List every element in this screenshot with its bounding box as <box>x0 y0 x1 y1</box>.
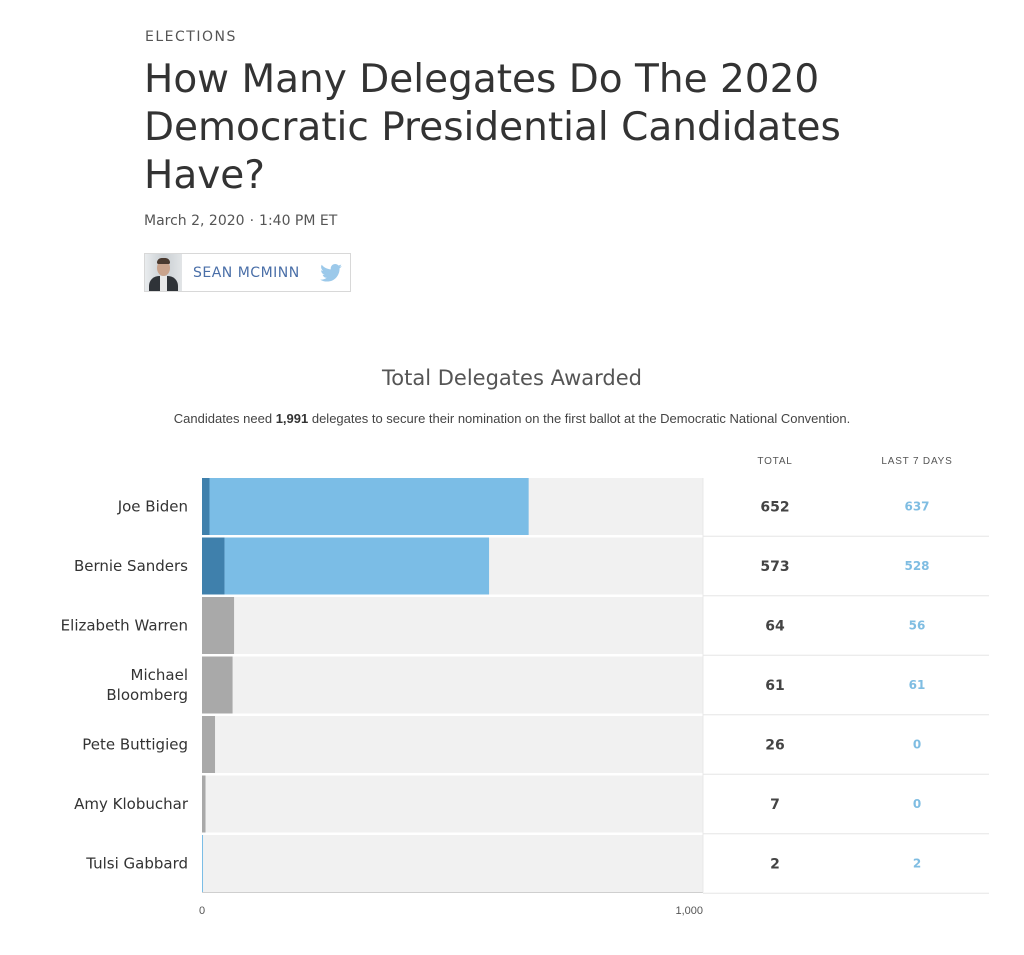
candidate-name-joe-biden: Joe Biden <box>117 498 188 516</box>
author-byline[interactable]: SEAN MCMINN <box>144 253 351 292</box>
bar-total-elizabeth-warren[interactable] <box>202 597 235 654</box>
candidate-name-bernie-sanders: Bernie Sanders <box>74 557 188 575</box>
chart-subtitle: Candidates need 1,991 delegates to secur… <box>173 411 851 426</box>
bar-track-pete-buttigieg <box>202 716 703 773</box>
candidate-name-elizabeth-warren: Elizabeth Warren <box>61 617 188 635</box>
bar-total-michael-bloomberg[interactable] <box>202 656 233 714</box>
bar-total-amy-klobuchar[interactable] <box>202 775 206 833</box>
candidate-name-michael-bloomberg: Michael <box>131 666 188 684</box>
candidate-name-amy-klobuchar: Amy Klobuchar <box>74 795 189 813</box>
total-value-pete-buttigieg: 26 <box>765 738 784 754</box>
author-avatar[interactable] <box>145 254 182 291</box>
bar-track-elizabeth-warren <box>202 597 703 654</box>
candidate-name-pete-buttigieg: Pete Buttigieg <box>82 736 188 754</box>
bar-total-pete-buttigieg[interactable] <box>202 716 216 773</box>
candidate-name-tulsi-gabbard: Tulsi Gabbard <box>85 855 188 873</box>
bar-earlier-joe-biden[interactable] <box>202 478 210 535</box>
chart-title: Total Delegates Awarded <box>382 366 642 390</box>
author-name[interactable]: SEAN MCMINN <box>193 264 300 281</box>
bar-last-7-days-bernie-sanders[interactable] <box>224 537 490 595</box>
last-7-days-value-elizabeth-warren: 56 <box>909 619 926 633</box>
delegates-needed: 1,991 <box>275 411 309 426</box>
twitter-icon[interactable] <box>320 263 342 282</box>
total-value-michael-bloomberg: 61 <box>765 678 784 694</box>
publish-time: 1:40 PM ET <box>259 213 338 229</box>
bar-last-7-days-joe-biden[interactable] <box>209 478 529 535</box>
total-value-elizabeth-warren: 64 <box>765 619 785 635</box>
bar-earlier-bernie-sanders[interactable] <box>202 537 225 595</box>
dateline: March 2, 2020 · 1:40 PM ET <box>144 213 337 229</box>
bar-track-tulsi-gabbard <box>202 835 703 892</box>
delegates-chart: TOTAL LAST 7 DAYS Joe Biden 652 637 Bernie Sa… <box>61 456 989 917</box>
total-value-joe-biden: 652 <box>760 500 789 516</box>
page-title: How Many Delegates Do The 2020 Democrati… <box>144 57 841 198</box>
total-value-bernie-sanders: 573 <box>760 559 789 575</box>
total-value-tulsi-gabbard: 2 <box>770 857 780 873</box>
last-7-days-value-michael-bloomberg: 61 <box>909 678 926 692</box>
x-tick-label: 1,000 <box>675 905 703 917</box>
last-7-days-value-joe-biden: 637 <box>904 500 929 514</box>
candidate-name-michael-bloomberg: Bloomberg <box>106 686 188 704</box>
section-kicker[interactable]: ELECTIONS <box>145 29 237 45</box>
column-header-total: TOTAL <box>757 456 792 467</box>
last-7-days-value-amy-klobuchar: 0 <box>913 797 921 811</box>
bar-track-amy-klobuchar <box>202 775 703 833</box>
last-7-days-value-tulsi-gabbard: 2 <box>913 857 921 871</box>
bar-total-tulsi-gabbard[interactable] <box>202 835 204 892</box>
x-tick-label: 0 <box>199 905 205 917</box>
total-value-amy-klobuchar: 7 <box>770 797 780 813</box>
last-7-days-value-pete-buttigieg: 0 <box>913 738 921 752</box>
last-7-days-value-bernie-sanders: 528 <box>904 559 929 573</box>
date-separator: · <box>249 213 255 229</box>
publish-date: March 2, 2020 <box>144 213 245 229</box>
column-header-last-7-days: LAST 7 DAYS <box>881 456 952 467</box>
bar-track-michael-bloomberg <box>202 656 703 714</box>
